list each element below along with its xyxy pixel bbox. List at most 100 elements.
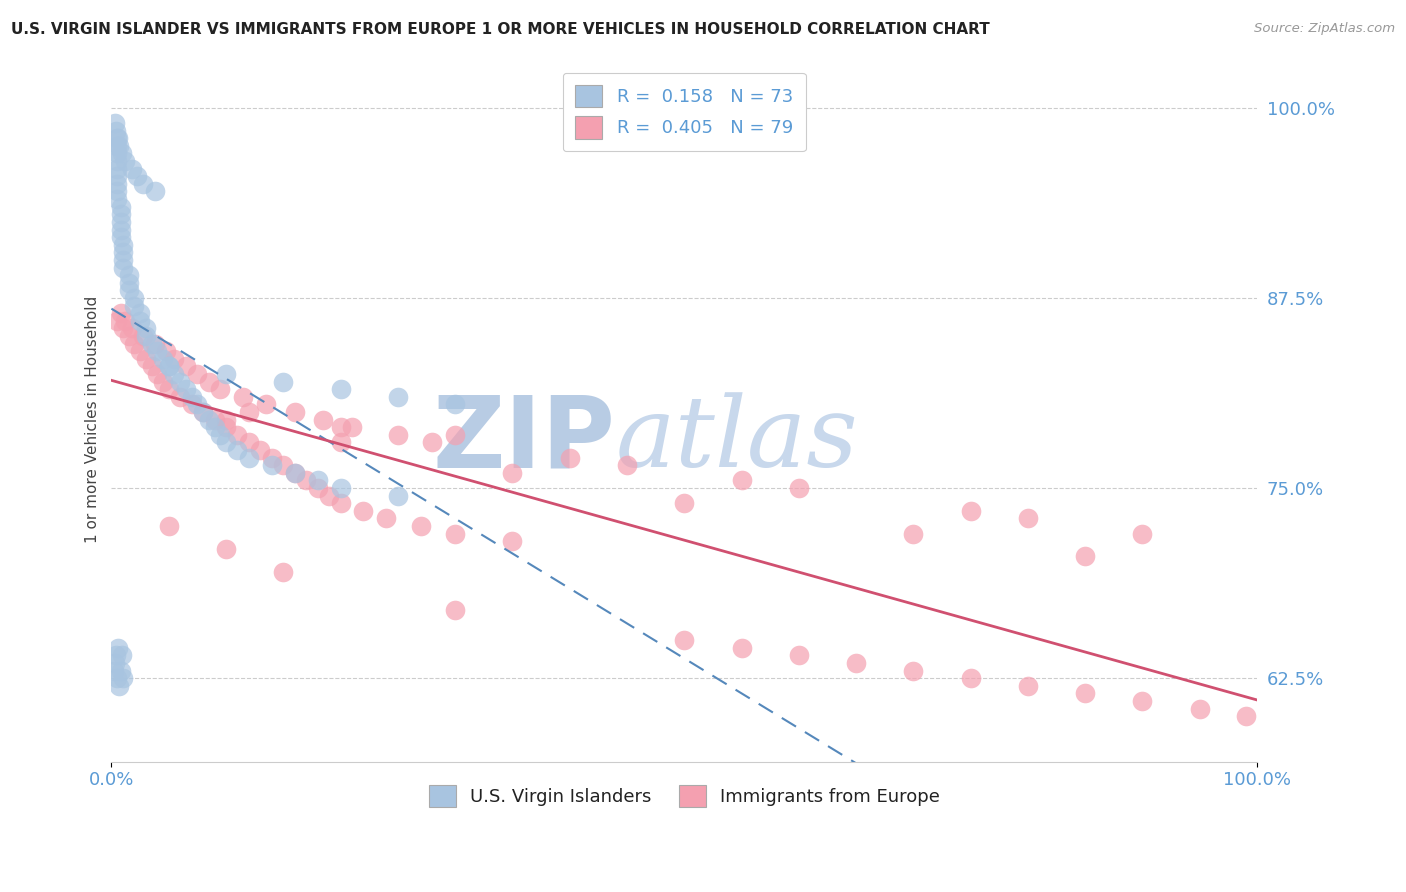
Point	[845, 656, 868, 670]
Point	[191, 405, 214, 419]
Point	[105, 185, 128, 199]
Point	[329, 496, 352, 510]
Y-axis label: 1 or more Vehicles in Household: 1 or more Vehicles in Household	[86, 296, 100, 543]
Point	[107, 131, 129, 145]
Point	[204, 420, 226, 434]
Point	[129, 314, 152, 328]
Point	[111, 648, 134, 663]
Point	[420, 435, 443, 450]
Point	[104, 656, 127, 670]
Point	[124, 336, 146, 351]
Point	[104, 123, 127, 137]
Point	[903, 664, 925, 678]
Point	[132, 329, 155, 343]
Point	[673, 496, 696, 510]
Point	[444, 603, 467, 617]
Point	[110, 306, 132, 320]
Point	[387, 427, 409, 442]
Point	[387, 390, 409, 404]
Point	[209, 382, 232, 396]
Point	[787, 648, 810, 663]
Point	[558, 450, 581, 465]
Point	[143, 336, 166, 351]
Point	[117, 268, 139, 282]
Point	[215, 420, 238, 434]
Point	[110, 215, 132, 229]
Point	[329, 382, 352, 396]
Point	[307, 474, 329, 488]
Point	[174, 359, 197, 374]
Point	[110, 200, 132, 214]
Point	[169, 390, 191, 404]
Point	[111, 237, 134, 252]
Point	[104, 116, 127, 130]
Point	[284, 466, 307, 480]
Point	[105, 671, 128, 685]
Point	[295, 474, 318, 488]
Point	[124, 291, 146, 305]
Point	[1132, 694, 1154, 708]
Point	[117, 276, 139, 290]
Point	[238, 405, 260, 419]
Point	[125, 169, 148, 184]
Point	[1074, 549, 1097, 564]
Point	[111, 245, 134, 260]
Point	[146, 344, 169, 359]
Point	[186, 397, 208, 411]
Point	[146, 367, 169, 381]
Point	[105, 131, 128, 145]
Point	[169, 375, 191, 389]
Text: ZIP: ZIP	[433, 392, 616, 489]
Point	[105, 314, 128, 328]
Point	[111, 252, 134, 267]
Point	[103, 664, 125, 678]
Point	[129, 306, 152, 320]
Point	[157, 359, 180, 374]
Point	[180, 390, 202, 404]
Point	[110, 230, 132, 244]
Point	[329, 435, 352, 450]
Point	[501, 534, 523, 549]
Point	[163, 351, 186, 366]
Point	[249, 443, 271, 458]
Point	[959, 504, 981, 518]
Point	[254, 397, 277, 411]
Point	[111, 260, 134, 275]
Point	[105, 146, 128, 161]
Point	[157, 359, 180, 374]
Point	[284, 466, 307, 480]
Point	[1132, 526, 1154, 541]
Point	[107, 640, 129, 655]
Point	[180, 397, 202, 411]
Point	[121, 161, 143, 176]
Point	[108, 139, 131, 153]
Point	[124, 299, 146, 313]
Point	[155, 344, 177, 359]
Point	[111, 321, 134, 335]
Point	[271, 458, 294, 473]
Point	[105, 139, 128, 153]
Point	[903, 526, 925, 541]
Point	[444, 397, 467, 411]
Point	[157, 519, 180, 533]
Point	[730, 474, 752, 488]
Point	[340, 420, 363, 434]
Point	[226, 443, 249, 458]
Point	[110, 664, 132, 678]
Point	[186, 367, 208, 381]
Point	[260, 450, 283, 465]
Point	[1017, 679, 1039, 693]
Point	[111, 671, 134, 685]
Point	[215, 367, 238, 381]
Point	[352, 504, 374, 518]
Point	[135, 329, 157, 343]
Point	[787, 481, 810, 495]
Point	[105, 192, 128, 206]
Point	[730, 640, 752, 655]
Point	[318, 489, 340, 503]
Point	[111, 146, 134, 161]
Point	[105, 161, 128, 176]
Point	[271, 565, 294, 579]
Point	[174, 382, 197, 396]
Point	[1017, 511, 1039, 525]
